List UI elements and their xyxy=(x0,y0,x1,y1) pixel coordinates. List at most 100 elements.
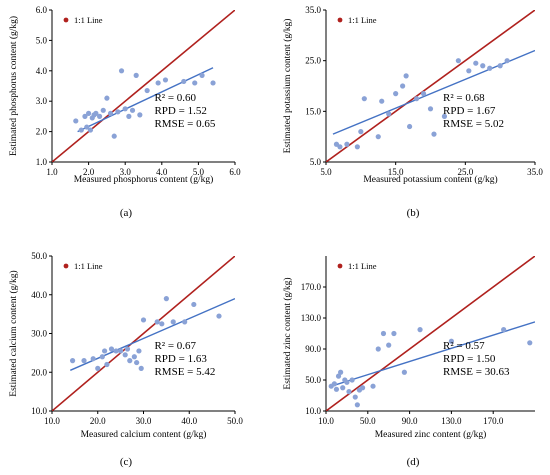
stat-line: RMSE = 5.02 xyxy=(443,118,504,130)
data-point xyxy=(216,313,222,319)
data-point xyxy=(115,109,121,115)
data-point xyxy=(338,369,344,375)
data-point xyxy=(104,361,110,368)
data-point xyxy=(331,381,337,387)
y-axis-title: Estimated potassium content (g/kg) xyxy=(282,19,293,154)
panel-label: (d) xyxy=(407,456,420,468)
y-tick-label: 30.0 xyxy=(31,329,47,339)
data-point xyxy=(344,141,350,147)
data-point xyxy=(199,72,205,78)
data-point xyxy=(163,296,169,302)
data-point xyxy=(78,127,84,133)
data-point xyxy=(375,346,381,352)
x-tick-label: 40.0 xyxy=(181,416,197,426)
x-tick-label: 5.0 xyxy=(193,167,205,177)
x-tick-label: 25.0 xyxy=(457,167,473,177)
data-point xyxy=(122,352,128,358)
data-point xyxy=(473,60,479,66)
data-point xyxy=(333,386,340,392)
x-tick-label: 50.0 xyxy=(227,416,243,426)
data-point xyxy=(162,77,169,83)
legend-label: 1:1 Line xyxy=(74,261,103,271)
regression-line xyxy=(332,49,535,135)
panel-label: (c) xyxy=(120,456,133,468)
regression-line xyxy=(331,321,535,387)
chart-panel-d: 10.0 50.0 90.0 130.0 170.0 10.0 50.0 90.0 130.0 1… xyxy=(282,256,535,468)
data-point xyxy=(118,68,125,74)
data-point xyxy=(118,348,124,354)
data-point xyxy=(122,106,128,112)
y-tick-label: 20.0 xyxy=(31,367,47,377)
x-tick-label: 1.0 xyxy=(46,167,58,177)
data-point xyxy=(370,383,376,389)
x-tick-label: 20.0 xyxy=(90,416,106,426)
y-tick-label: 5.0 xyxy=(36,35,48,45)
x-tick-label: 35.0 xyxy=(527,167,543,177)
stat-line: R² = 0.68 xyxy=(443,92,485,104)
legend-marker xyxy=(63,263,69,269)
stat-line: RMSE = 5.42 xyxy=(154,366,215,378)
data-point xyxy=(417,327,423,333)
data-point xyxy=(401,369,407,375)
data-point xyxy=(113,348,119,354)
y-tick-label: 50.0 xyxy=(305,375,321,385)
data-point xyxy=(407,123,413,130)
data-point xyxy=(126,113,132,119)
x-tick-label: 130.0 xyxy=(441,416,462,426)
data-point xyxy=(386,342,392,348)
x-tick-label: 90.0 xyxy=(402,416,418,426)
chart-panel-a: 1.0 2.0 3.0 4.0 5.0 6.0 1.0 2.0 3.0 4.0 5.0 6.0 1:1 … xyxy=(8,5,241,219)
data-point xyxy=(403,73,409,79)
stat-line: RPD = 1.52 xyxy=(154,105,206,117)
data-point xyxy=(335,373,342,379)
x-tick-label: 10.0 xyxy=(318,416,334,426)
data-point xyxy=(131,354,137,360)
data-point xyxy=(346,389,352,395)
data-point xyxy=(487,65,493,71)
chart-panel-b: 5.0 15.0 25.0 35.0 5.0 15.0 25.0 35.0 1:1 Line R²… xyxy=(282,5,543,219)
y-tick-label: 50.0 xyxy=(31,251,47,261)
data-point xyxy=(133,72,139,78)
data-point xyxy=(170,319,176,325)
data-point xyxy=(337,144,343,150)
data-point xyxy=(181,78,187,85)
data-point xyxy=(210,80,216,86)
identity-line xyxy=(52,256,235,411)
x-tick-label: 10.0 xyxy=(44,416,60,426)
stat-line: RMSE = 0.65 xyxy=(154,118,215,130)
data-point xyxy=(375,134,381,140)
data-point xyxy=(96,113,103,119)
stat-line: RPD = 1.50 xyxy=(443,353,496,365)
stat-line: RPD = 1.67 xyxy=(443,105,496,117)
data-point xyxy=(154,319,160,325)
regression-line xyxy=(77,67,214,133)
y-tick-label: 130.0 xyxy=(301,313,322,323)
identity-line xyxy=(52,10,235,162)
data-point xyxy=(393,91,399,97)
x-tick-label: 5.0 xyxy=(320,167,332,177)
data-point xyxy=(86,110,92,116)
data-point xyxy=(108,346,115,352)
y-tick-label: 35.0 xyxy=(305,5,321,15)
x-tick-label: 6.0 xyxy=(229,167,241,177)
identity-line xyxy=(326,10,535,162)
data-point xyxy=(155,80,161,86)
x-tick-label: 2.0 xyxy=(83,167,95,177)
x-tick-label: 30.0 xyxy=(136,416,152,426)
data-point xyxy=(107,110,114,116)
stat-line: R² = 0.60 xyxy=(154,92,196,104)
stat-line: R² = 0.67 xyxy=(154,340,196,352)
x-axis-title: Measured potassium content (g/kg) xyxy=(363,174,497,185)
y-tick-label: 6.0 xyxy=(36,5,48,15)
y-tick-label: 1.0 xyxy=(36,157,48,167)
x-tick-label: 4.0 xyxy=(156,167,168,177)
data-point xyxy=(134,359,140,366)
stat-line: RMSE = 30.63 xyxy=(443,366,510,378)
data-point xyxy=(344,379,350,385)
identity-line xyxy=(326,256,535,411)
data-point xyxy=(455,58,461,64)
data-point xyxy=(127,358,133,364)
y-tick-label: 40.0 xyxy=(31,290,47,300)
y-axis-title: Estimated phosphorus content (g/kg) xyxy=(8,16,19,156)
data-point xyxy=(136,348,142,354)
